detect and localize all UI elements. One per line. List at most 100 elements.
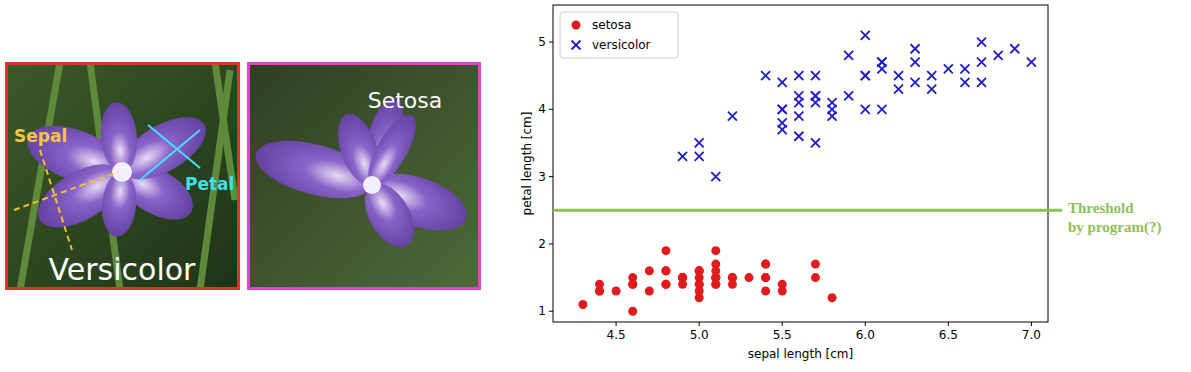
point xyxy=(761,71,770,80)
point xyxy=(761,273,770,282)
point xyxy=(894,71,903,80)
x-tick-label: 6.5 xyxy=(939,328,958,342)
petal-arrow xyxy=(140,130,200,180)
point xyxy=(628,307,637,316)
point xyxy=(927,85,936,94)
x-tick xyxy=(865,322,866,326)
point xyxy=(761,260,770,269)
point xyxy=(645,287,654,296)
point xyxy=(728,273,737,282)
x-tick xyxy=(699,322,700,326)
point xyxy=(728,112,737,121)
sepal-arrow xyxy=(14,172,118,210)
point xyxy=(894,85,903,94)
point xyxy=(695,138,704,147)
y-tick xyxy=(549,176,553,177)
point xyxy=(728,273,737,282)
point xyxy=(745,273,754,282)
point xyxy=(661,280,670,289)
x-tick-label: 5.5 xyxy=(773,328,792,342)
point xyxy=(595,287,604,296)
point xyxy=(661,246,670,255)
point xyxy=(977,78,986,87)
point xyxy=(811,98,820,107)
point xyxy=(994,51,1003,60)
legend-label: versicolor xyxy=(592,38,651,52)
point xyxy=(695,280,704,289)
photo-bg xyxy=(247,62,481,290)
point xyxy=(695,266,704,275)
point xyxy=(661,266,670,275)
point xyxy=(861,71,870,80)
point xyxy=(661,266,670,275)
x-tick-label: 6.0 xyxy=(856,328,875,342)
photo-border xyxy=(249,64,480,289)
point xyxy=(711,266,720,275)
y-tick xyxy=(549,243,553,244)
point xyxy=(861,105,870,114)
point xyxy=(778,78,787,87)
part-label: Petal xyxy=(185,174,234,194)
threshold-line xyxy=(553,209,1062,212)
y-tick-label: 3 xyxy=(538,170,546,184)
point xyxy=(861,71,870,80)
point xyxy=(844,91,853,100)
petal-shape xyxy=(355,175,425,256)
point xyxy=(778,287,787,296)
photo-label: Versicolor xyxy=(49,252,196,287)
photo-label: Setosa xyxy=(368,88,443,113)
point xyxy=(778,105,787,114)
figure: VersicolorSepalPetalSetosa4.55.05.56.06.… xyxy=(0,0,1191,372)
x-tick xyxy=(1031,322,1032,326)
point xyxy=(794,112,803,121)
point xyxy=(1010,44,1019,53)
part-label: Sepal xyxy=(14,126,67,146)
plot-frame xyxy=(553,5,1048,322)
annotation-text: by program(?) xyxy=(1068,219,1161,236)
point xyxy=(844,51,853,60)
point xyxy=(778,105,787,114)
flower-center xyxy=(363,176,381,194)
point xyxy=(877,105,886,114)
x-tick xyxy=(616,322,617,326)
petal-arrow xyxy=(148,125,200,168)
x-tick-label: 7.0 xyxy=(1022,328,1041,342)
legend-label: setosa xyxy=(592,18,631,32)
point xyxy=(578,300,587,309)
y-tick-label: 2 xyxy=(538,237,546,251)
point xyxy=(645,266,654,275)
legend-marker xyxy=(572,41,581,50)
point xyxy=(678,273,687,282)
photo-bg xyxy=(5,62,240,290)
photo-versicolor: Versicolor Sepal Petal xyxy=(5,62,240,290)
point xyxy=(960,64,969,73)
point xyxy=(811,138,820,147)
point xyxy=(861,31,870,40)
photo-setosa: Setosa xyxy=(247,62,481,290)
y-tick-label: 4 xyxy=(538,102,546,116)
point xyxy=(794,132,803,141)
point xyxy=(711,246,720,255)
x-tick xyxy=(782,322,783,326)
photo-border xyxy=(7,64,239,289)
point xyxy=(794,71,803,80)
point xyxy=(927,71,936,80)
x-tick-label: 4.5 xyxy=(607,328,626,342)
point xyxy=(811,260,820,269)
point xyxy=(678,152,687,161)
point xyxy=(977,38,986,47)
point xyxy=(828,293,837,302)
y-tick xyxy=(549,109,553,110)
points xyxy=(578,31,1035,316)
point xyxy=(678,273,687,282)
point xyxy=(911,58,920,67)
y-tick xyxy=(549,311,553,312)
point xyxy=(828,105,837,114)
point xyxy=(678,273,687,282)
point xyxy=(1027,58,1036,67)
point xyxy=(695,152,704,161)
point xyxy=(695,266,704,275)
point xyxy=(960,78,969,87)
point xyxy=(761,273,770,282)
point xyxy=(628,280,637,289)
